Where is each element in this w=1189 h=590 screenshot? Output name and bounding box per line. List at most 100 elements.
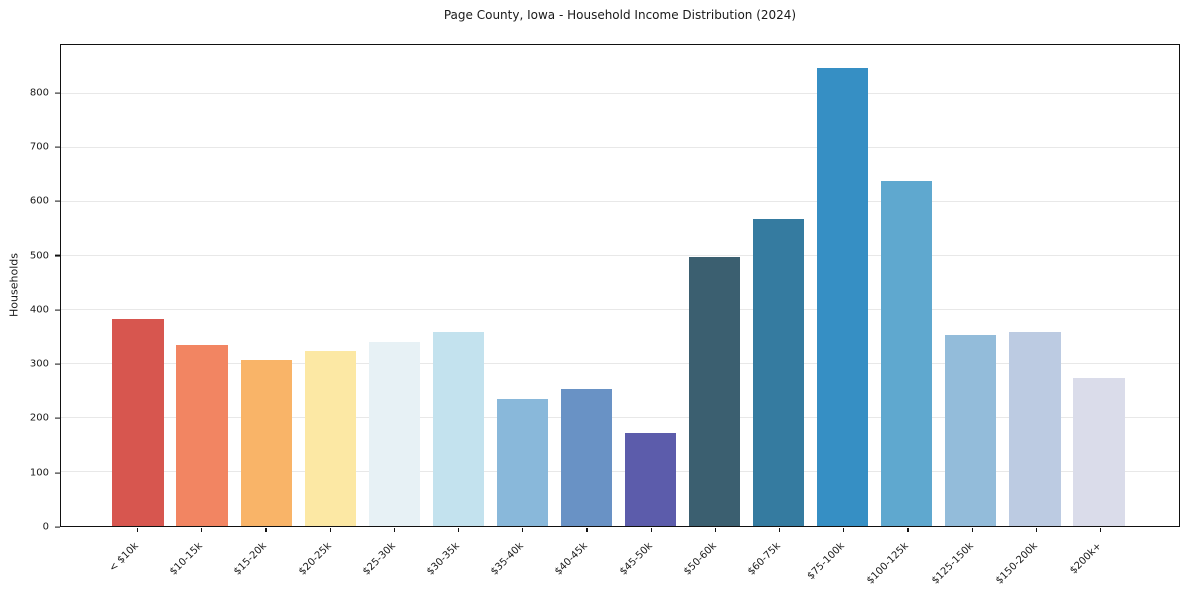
- y-tick-label: 400: [29, 304, 49, 316]
- y-tick-mark: [55, 200, 60, 202]
- bar: [688, 256, 741, 526]
- x-tick-label: $25-30k: [360, 540, 398, 578]
- bar: [881, 181, 933, 526]
- bar-slot: [362, 45, 426, 526]
- x-tick-label: $75-100k: [805, 540, 848, 583]
- x-tick-mark: [907, 528, 909, 532]
- x-tick-mark: [778, 528, 781, 532]
- y-tick-label: 600: [29, 195, 49, 207]
- x-tick-mark: [586, 528, 588, 532]
- x-tick: $100-125k: [865, 527, 939, 589]
- bar-slot: [106, 45, 170, 526]
- bar-slot: [234, 45, 298, 526]
- y-tick-mark: [55, 417, 60, 420]
- y-tick-label: 700: [29, 141, 49, 153]
- x-tick: $10-15k: [168, 527, 233, 589]
- bar-slot: [811, 45, 875, 526]
- gridline: [61, 146, 1179, 148]
- x-tick-label: $50-60k: [681, 540, 719, 578]
- x-tick-mark: [137, 528, 139, 532]
- bar: [176, 344, 228, 526]
- y-tick-mark: [55, 526, 60, 528]
- bar: [432, 331, 484, 526]
- x-tick: $25-30k: [360, 527, 426, 589]
- bar: [368, 342, 420, 526]
- x-tick-label: < $10k: [107, 540, 141, 575]
- bar: [240, 360, 292, 526]
- x-tick-mark: [971, 528, 973, 532]
- y-tick-label: 100: [29, 467, 49, 479]
- bars-row: [61, 45, 1179, 526]
- gridline: [61, 470, 1179, 472]
- x-tick-label: $40-45k: [553, 540, 591, 578]
- bar-slot: [298, 45, 362, 526]
- bar: [496, 399, 549, 526]
- x-tick-mark: [843, 528, 845, 532]
- plot-area: [60, 44, 1180, 527]
- bar: [624, 433, 677, 526]
- x-tick-mark: [1035, 528, 1037, 532]
- gridline: [61, 362, 1179, 364]
- bar-slot: [426, 45, 490, 526]
- y-tick-label: 0: [42, 521, 49, 533]
- x-tick-label: $10-15k: [168, 540, 206, 578]
- y-tick-mark: [55, 309, 60, 311]
- x-tick: $15-20k: [232, 527, 297, 589]
- x-slots: < $10k $10-15k $15-20k $20-25k $25-30k $30-35…: [105, 527, 1132, 589]
- bar-slot: [554, 45, 618, 526]
- bar-slot: [683, 45, 747, 526]
- y-axis: 0 100 200 300 400 500 600 700 800: [0, 44, 60, 533]
- chart-title: Page County, Iowa - Household Income Dis…: [443, 8, 797, 22]
- x-tick-label: $45-50k: [617, 540, 655, 578]
- x-tick-mark: [201, 528, 203, 532]
- x-tick: < $10k: [105, 527, 169, 589]
- x-tick-mark: [1099, 528, 1102, 532]
- bar: [1073, 378, 1125, 526]
- x-tick-mark: [265, 528, 267, 532]
- y-tick-mark: [55, 363, 60, 365]
- x-tick-label: $15-20k: [232, 540, 270, 578]
- gridline: [61, 308, 1179, 310]
- x-tick-label: $30-35k: [424, 540, 462, 578]
- x-tick-mark: [393, 528, 396, 532]
- x-tick: $45-50k: [617, 527, 683, 589]
- x-axis: < $10k $10-15k $15-20k $20-25k $25-30k $30-35…: [60, 527, 1180, 589]
- bar: [753, 219, 805, 526]
- bar-slot: [1003, 45, 1067, 526]
- bar: [304, 350, 356, 526]
- bar: [560, 388, 613, 526]
- bar-slot: [747, 45, 811, 526]
- x-tick: $200k+: [1068, 527, 1132, 589]
- bar-slot: [490, 45, 554, 526]
- bar-slot: [875, 45, 939, 526]
- y-tick-mark: [55, 472, 60, 474]
- y-tick-label: 300: [29, 358, 49, 370]
- x-tick-label: $20-25k: [296, 540, 334, 578]
- gridline: [61, 92, 1179, 94]
- x-tick-mark: [458, 528, 460, 532]
- x-tick-mark: [714, 528, 716, 532]
- x-tick-mark: [329, 528, 331, 532]
- y-tick-label: 500: [29, 250, 49, 262]
- x-tick: $75-100k: [806, 527, 875, 589]
- bar-slot: [619, 45, 683, 526]
- y-tick-label: 200: [29, 412, 49, 424]
- y-tick-mark: [55, 92, 60, 94]
- x-tick: $30-35k: [424, 527, 490, 589]
- y-tick-label: 800: [29, 87, 49, 99]
- gridline: [61, 416, 1179, 418]
- gridline: [61, 254, 1179, 256]
- y-tick-mark: [55, 255, 60, 257]
- x-tick-mark: [650, 528, 652, 532]
- y-tick-mark: [55, 146, 60, 148]
- x-tick: $60-75k: [745, 527, 811, 589]
- bar: [945, 335, 997, 526]
- bar: [1009, 331, 1061, 526]
- x-tick: $150-200k: [994, 527, 1068, 589]
- bar-slot: [1067, 45, 1131, 526]
- bar-slot: [939, 45, 1003, 526]
- x-tick-label: $60-75k: [745, 540, 783, 578]
- x-tick: $40-45k: [553, 527, 618, 589]
- x-tick: $50-60k: [681, 527, 747, 589]
